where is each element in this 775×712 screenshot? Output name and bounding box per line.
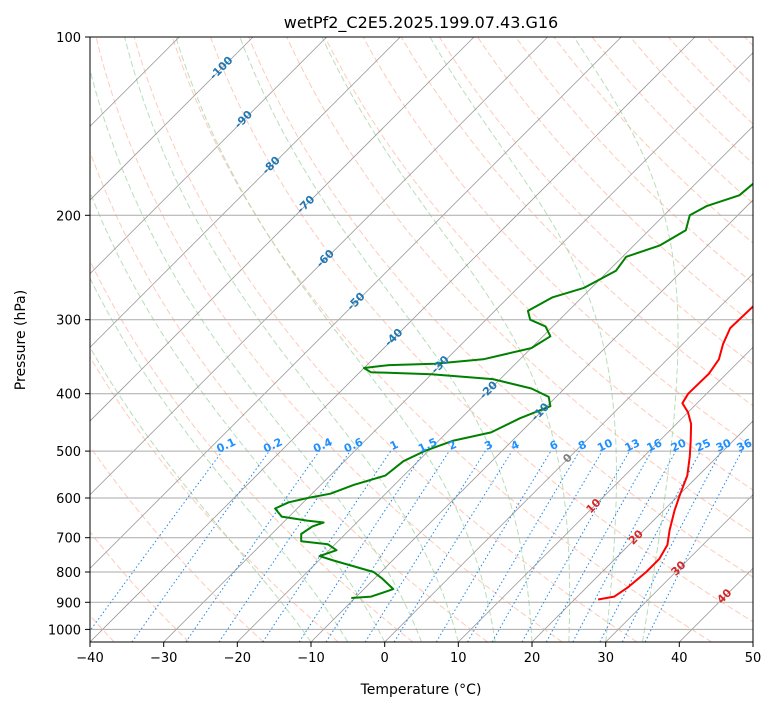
mixing-ratio-label: 25 [694, 436, 713, 454]
mixing-ratio-line [218, 450, 351, 642]
moist-adiabat [239, 37, 533, 642]
dry-adiabat [133, 37, 638, 642]
mixing-ratio-line [572, 450, 677, 642]
moist-adiabat [90, 190, 386, 642]
y-tick-label: 600 [56, 492, 81, 507]
x-tick-label: 40 [671, 651, 688, 666]
mixing-ratio-line [393, 450, 513, 642]
x-tick-label: 30 [597, 651, 614, 666]
mixing-ratio-label: 30 [714, 436, 734, 454]
plot-background [90, 37, 753, 642]
isotherm [90, 37, 475, 422]
moist-adiabat [90, 277, 349, 642]
dry-adiabat [90, 150, 488, 642]
moist-adiabat [321, 37, 571, 642]
plot-frame [89, 36, 754, 643]
dewpoint-profile-line [274, 182, 753, 599]
y-tick-label: 1000 [48, 623, 81, 638]
dry-adiabat [286, 37, 753, 534]
dry-adiabat [90, 531, 190, 642]
y-axis-label: Pressure (hPa) [13, 290, 29, 390]
isotherm [163, 52, 753, 642]
dry-adiabat [591, 37, 753, 204]
x-axis-label: Temperature (°C) [360, 682, 482, 698]
y-tick-label: 100 [56, 31, 81, 46]
dry-adiabat [477, 37, 753, 325]
x-tick-label: 20 [524, 651, 541, 666]
x-tick-label: −40 [76, 651, 103, 666]
moist-adiabat [573, 37, 679, 642]
y-tick-label: 200 [56, 209, 81, 224]
moist-adiabat [429, 37, 617, 642]
mixing-ratio-line [185, 450, 320, 642]
mixing-ratio-line [521, 450, 630, 642]
dry-adiabat [95, 37, 563, 642]
chart-title: wetPf2_C2E5.2025.199.07.43.G16 [284, 13, 558, 33]
moist-adiabat [124, 37, 459, 642]
dry-adiabat [629, 37, 753, 165]
dry-adiabat [90, 259, 414, 642]
isotherm [458, 346, 753, 642]
mixing-ratio-line [545, 450, 653, 642]
mixing-ratio-line [131, 450, 270, 642]
dry-adiabat [400, 37, 753, 407]
x-tick-label: −30 [150, 651, 177, 666]
dry-adiabat [90, 445, 264, 642]
isotherm [531, 420, 753, 642]
mixing-ratio-line [364, 450, 486, 642]
dry-adiabat [171, 37, 712, 642]
axis-layer: −40 −30 −20 −10 0 10 20 30 40 50 100 200 300 400 500 60… [48, 31, 761, 666]
x-tick-label: 0 [381, 651, 389, 666]
x-tick-label: 50 [745, 651, 762, 666]
y-tick-label: 700 [56, 532, 81, 547]
mixing-ratio-line [90, 450, 223, 632]
mixing-ratio-label: 36 [735, 436, 755, 454]
isotherm [90, 37, 327, 275]
dry-adiabat [248, 37, 753, 578]
grid-layer [90, 37, 753, 642]
x-tick-label: 10 [450, 651, 467, 666]
x-tick-label: −10 [297, 651, 324, 666]
x-tick-label: −20 [224, 651, 251, 666]
y-tick-label: 800 [56, 566, 81, 581]
y-tick-label: 300 [56, 314, 81, 329]
dry-adiabat [362, 37, 753, 449]
mixing-ratio-line [435, 450, 552, 642]
isotherm [90, 37, 401, 348]
mixing-ratio-line [325, 450, 450, 642]
y-tick-label: 500 [56, 445, 81, 460]
mixing-ratio-line [491, 450, 603, 642]
moist-adiabat [90, 67, 422, 642]
isotherm [237, 125, 753, 642]
isotherm [310, 199, 753, 642]
mixing-ratio-label: 20 [669, 436, 689, 454]
isotherm [605, 494, 753, 642]
mixing-ratio-label: 13 [623, 436, 642, 454]
mixing-ratio-label: 16 [645, 436, 665, 454]
isotherm [90, 37, 254, 201]
dry-adiabat [324, 37, 753, 491]
y-tick-label: 400 [56, 388, 81, 403]
isotherm [90, 37, 548, 496]
temperature-profile-line [597, 305, 753, 601]
isotherm [90, 37, 696, 642]
mixing-ratio-line [467, 450, 580, 642]
moist-adiabat [175, 37, 496, 642]
dry-adiabat [438, 37, 753, 366]
profile-layer [274, 182, 753, 601]
mixing-ratio-label: 10 [595, 436, 615, 454]
y-tick-label: 900 [56, 596, 81, 611]
dry-adiabat [515, 37, 753, 284]
moist-adiabat [90, 346, 312, 642]
isotherm [384, 273, 753, 642]
isotherm [90, 37, 622, 569]
